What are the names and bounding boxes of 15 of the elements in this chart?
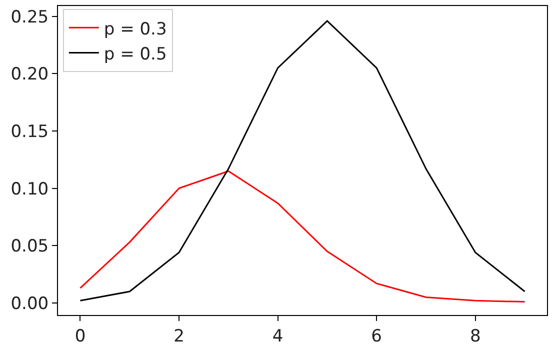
y-tick-label: 0.15 xyxy=(10,122,49,142)
x-tick-label: 8 xyxy=(470,326,481,346)
y-tick-label: 0.05 xyxy=(10,236,49,257)
y-tick-label: 0.10 xyxy=(10,179,49,200)
legend-label: p = 0.5 xyxy=(104,44,167,64)
x-tick-label: 4 xyxy=(272,326,284,346)
y-tick-label: 0.00 xyxy=(10,294,49,314)
x-tick-label: 2 xyxy=(174,326,184,346)
line-series xyxy=(79,20,526,302)
line-series xyxy=(79,170,526,303)
x-tick-label: 0 xyxy=(74,326,86,346)
y-tick-label: 0.25 xyxy=(10,7,49,28)
legend-label: p = 0.3 xyxy=(104,19,167,40)
y-tick-label: 0.20 xyxy=(10,64,49,85)
x-tick-label: 6 xyxy=(371,326,382,346)
